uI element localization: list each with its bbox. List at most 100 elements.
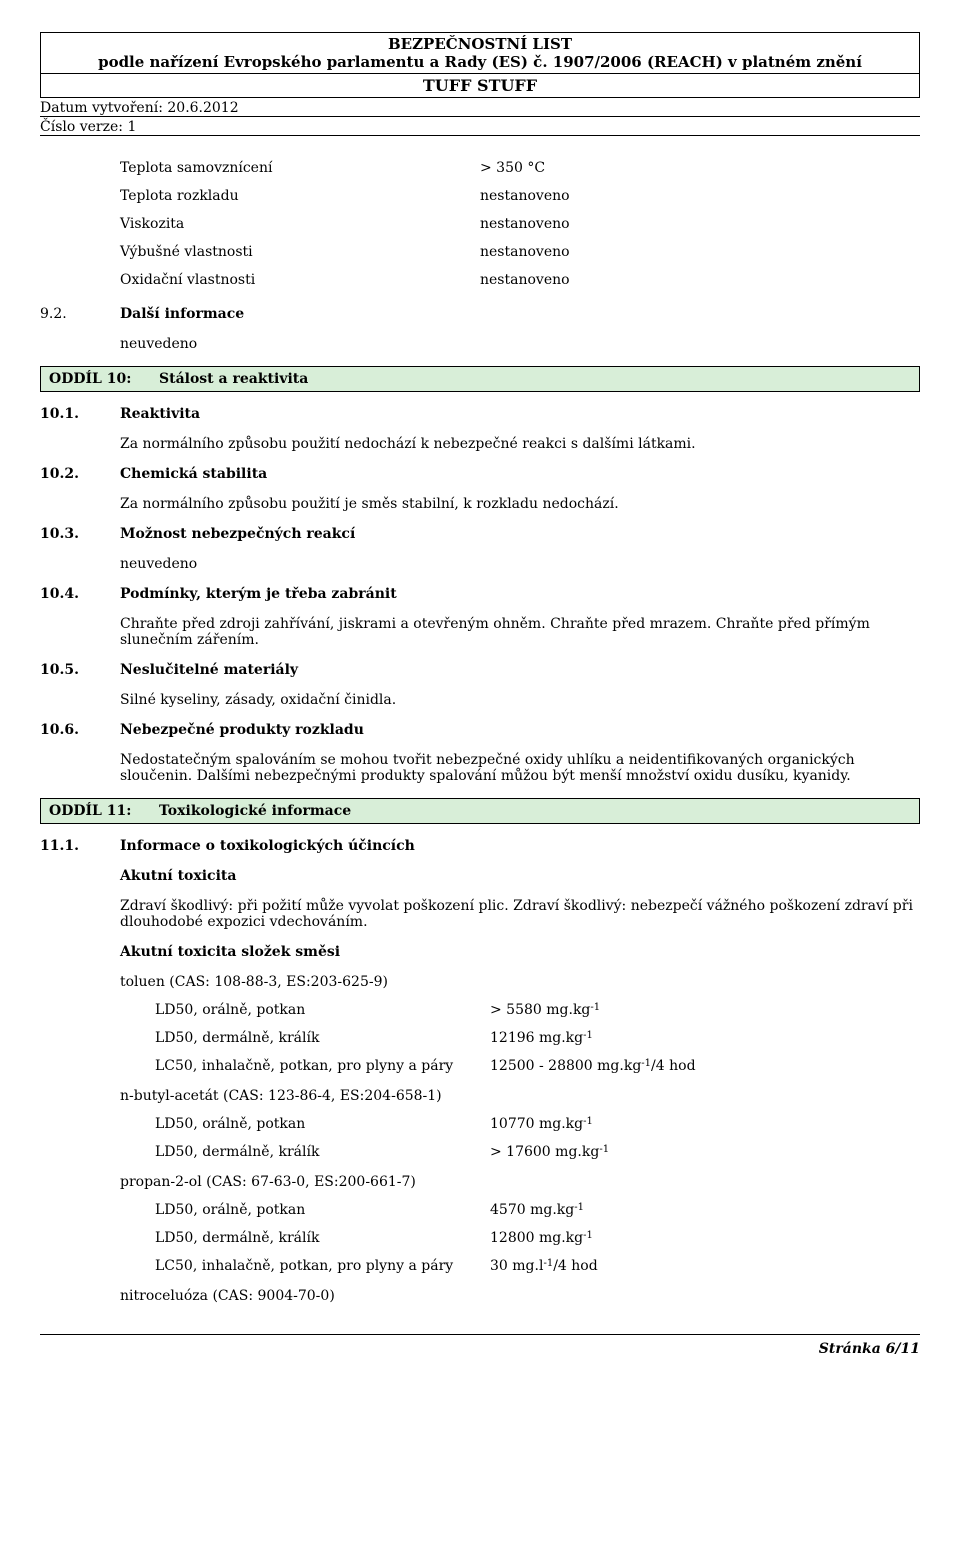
toxic-row: LC50, inhalačně, potkan, pro plyny a pár… [155, 1058, 920, 1074]
substance-nitro-name: nitroceluóza (CAS: 9004-70-0) [120, 1288, 920, 1304]
date-value: 20.6.2012 [167, 100, 238, 116]
subsection-10-3-body: neuvedeno [120, 556, 920, 572]
substance-toluen-name: toluen (CAS: 108-88-3, ES:203-625-9) [120, 974, 920, 990]
subsection-9-2-body: neuvedeno [120, 336, 920, 352]
page-label: Stránka [819, 1341, 881, 1357]
subsection-number: 10.5. [40, 662, 120, 678]
creation-date-row: Datum vytvoření: 20.6.2012 [40, 100, 920, 117]
toxic-label: LD50, orálně, potkan [155, 1116, 490, 1132]
toxic-label: LD50, dermálně, králík [155, 1030, 490, 1046]
property-label: Výbušné vlastnosti [120, 244, 480, 260]
toxic-value: 30 mg.l-1/4 hod [490, 1258, 598, 1274]
toxic-value: 10770 mg.kg-1 [490, 1116, 593, 1132]
property-label: Viskozita [120, 216, 480, 232]
subsection-10-1: 10.1. Reaktivita [40, 406, 920, 422]
subsection-title: Možnost nebezpečných reakcí [120, 526, 920, 542]
toxic-row: LD50, dermálně, králík 12800 mg.kg-1 [155, 1230, 920, 1246]
property-row: Teplota samovznícení > 350 °C [120, 160, 920, 176]
toxic-label: LC50, inhalačně, potkan, pro plyny a pár… [155, 1258, 490, 1274]
page-number: 6/11 [886, 1341, 920, 1357]
section-11-header: ODDÍL 11: Toxikologické informace [40, 798, 920, 824]
subsection-number: 10.6. [40, 722, 120, 738]
subsection-11-1: 11.1. Informace o toxikologických účincí… [40, 838, 920, 854]
subsection-title: Neslučitelné materiály [120, 662, 920, 678]
subsection-title: Další informace [120, 306, 920, 322]
subsection-10-3: 10.3. Možnost nebezpečných reakcí [40, 526, 920, 542]
subsection-number: 11.1. [40, 838, 120, 854]
subsection-title: Chemická stabilita [120, 466, 920, 482]
properties-table: Teplota samovznícení > 350 °C Teplota ro… [120, 160, 920, 288]
product-name: TUFF STUFF [41, 74, 919, 97]
toxic-value: > 5580 mg.kg-1 [490, 1002, 600, 1018]
section-number: ODDÍL 10: [49, 371, 159, 387]
subsection-number: 9.2. [40, 306, 120, 322]
toxic-label: LD50, orálně, potkan [155, 1002, 490, 1018]
toxic-row: LD50, dermálně, králík 12196 mg.kg-1 [155, 1030, 920, 1046]
toxic-row: LD50, orálně, potkan 10770 mg.kg-1 [155, 1116, 920, 1132]
subsection-10-4: 10.4. Podmínky, kterým je třeba zabránit [40, 586, 920, 602]
toxic-row: LC50, inhalačně, potkan, pro plyny a pár… [155, 1258, 920, 1274]
subsection-10-1-body: Za normálního způsobu použití nedochází … [120, 436, 920, 452]
toxic-value: 12800 mg.kg-1 [490, 1230, 593, 1246]
toxic-row: LD50, orálně, potkan 4570 mg.kg-1 [155, 1202, 920, 1218]
subsection-number: 10.4. [40, 586, 120, 602]
version-label: Číslo verze: [40, 119, 123, 135]
toxic-row: LD50, orálně, potkan > 5580 mg.kg-1 [155, 1002, 920, 1018]
subsection-number: 10.2. [40, 466, 120, 482]
subsection-title: Informace o toxikologických účincích [120, 838, 920, 854]
subsection-title: Reaktivita [120, 406, 920, 422]
version-row: Číslo verze: 1 [40, 119, 920, 136]
property-value: nestanoveno [480, 216, 570, 232]
section-title: Toxikologické informace [159, 803, 351, 819]
toxic-value: > 17600 mg.kg-1 [490, 1144, 609, 1160]
acute-toxicity-components-heading: Akutní toxicita složek směsi [120, 944, 920, 960]
property-row: Výbušné vlastnosti nestanoveno [120, 244, 920, 260]
subsection-number: 10.1. [40, 406, 120, 422]
property-label: Teplota rozkladu [120, 188, 480, 204]
substance-propan-name: propan-2-ol (CAS: 67-63-0, ES:200-661-7) [120, 1174, 920, 1190]
date-label: Datum vytvoření: [40, 100, 163, 116]
subsection-10-2-body: Za normálního způsobu použití je směs st… [120, 496, 920, 512]
version-value: 1 [127, 119, 136, 135]
toxic-value: 12500 - 28800 mg.kg-1/4 hod [490, 1058, 696, 1074]
page-footer: Stránka 6/11 [40, 1334, 920, 1357]
acute-toxicity-heading: Akutní toxicita [120, 868, 920, 884]
header-title-block: BEZPEČNOSTNÍ LIST podle nařízení Evropsk… [41, 33, 919, 74]
toxic-label: LD50, dermálně, králík [155, 1144, 490, 1160]
document-header: BEZPEČNOSTNÍ LIST podle nařízení Evropsk… [40, 32, 920, 98]
header-line-1: BEZPEČNOSTNÍ LIST [47, 35, 913, 53]
toxic-label: LD50, dermálně, králík [155, 1230, 490, 1246]
substance-nbutyl-table: LD50, orálně, potkan 10770 mg.kg-1 LD50,… [155, 1116, 920, 1160]
property-label: Oxidační vlastnosti [120, 272, 480, 288]
substance-nbutyl-name: n-butyl-acetát (CAS: 123-86-4, ES:204-65… [120, 1088, 920, 1104]
subsection-10-5-body: Silné kyseliny, zásady, oxidační činidla… [120, 692, 920, 708]
subsection-title: Podmínky, kterým je třeba zabránit [120, 586, 920, 602]
property-row: Oxidační vlastnosti nestanoveno [120, 272, 920, 288]
property-value: nestanoveno [480, 188, 570, 204]
property-value: nestanoveno [480, 244, 570, 260]
substance-toluen-table: LD50, orálně, potkan > 5580 mg.kg-1 LD50… [155, 1002, 920, 1074]
property-value: > 350 °C [480, 160, 545, 176]
subsection-10-2: 10.2. Chemická stabilita [40, 466, 920, 482]
acute-toxicity-body: Zdraví škodlivý: při požití může vyvolat… [120, 898, 920, 930]
subsection-10-6: 10.6. Nebezpečné produkty rozkladu [40, 722, 920, 738]
toxic-row: LD50, dermálně, králík > 17600 mg.kg-1 [155, 1144, 920, 1160]
substance-propan-table: LD50, orálně, potkan 4570 mg.kg-1 LD50, … [155, 1202, 920, 1274]
toxic-value: 4570 mg.kg-1 [490, 1202, 584, 1218]
property-label: Teplota samovznícení [120, 160, 480, 176]
subsection-10-4-body: Chraňte před zdroji zahřívání, jiskrami … [120, 616, 920, 648]
header-line-2: podle nařízení Evropského parlamentu a R… [47, 53, 913, 71]
subsection-title: Nebezpečné produkty rozkladu [120, 722, 920, 738]
section-10-header: ODDÍL 10: Stálost a reaktivita [40, 366, 920, 392]
subsection-9-2: 9.2. Další informace [40, 306, 920, 322]
property-row: Viskozita nestanoveno [120, 216, 920, 232]
subsection-number: 10.3. [40, 526, 120, 542]
property-row: Teplota rozkladu nestanoveno [120, 188, 920, 204]
toxic-label: LD50, orálně, potkan [155, 1202, 490, 1218]
subsection-10-6-body: Nedostatečným spalováním se mohou tvořit… [120, 752, 920, 784]
property-value: nestanoveno [480, 272, 570, 288]
subsection-10-5: 10.5. Neslučitelné materiály [40, 662, 920, 678]
section-number: ODDÍL 11: [49, 803, 159, 819]
page-content: Teplota samovznícení > 350 °C Teplota ro… [40, 160, 920, 1357]
toxic-value: 12196 mg.kg-1 [490, 1030, 593, 1046]
